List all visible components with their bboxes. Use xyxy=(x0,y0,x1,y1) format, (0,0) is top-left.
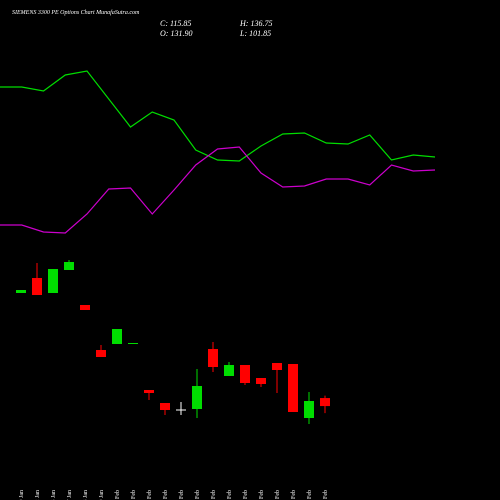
candle-body xyxy=(224,365,234,376)
candle-body xyxy=(64,262,74,270)
high-label: H: 136.75 xyxy=(239,19,272,28)
x-tick-label: 13 Feb xyxy=(275,490,281,500)
x-tick-label: 05 Feb xyxy=(179,490,185,500)
candle-body xyxy=(192,386,202,409)
open-label: O: 131.90 xyxy=(160,29,192,38)
x-tick-label: 22 Jan xyxy=(35,490,41,500)
x-tick-label: 23 Jan xyxy=(51,490,57,500)
candle-body xyxy=(240,365,250,383)
x-tick-label: 28 Jan xyxy=(83,490,89,500)
x-tick-label: 17 Feb xyxy=(307,490,313,500)
candle-body xyxy=(80,305,90,310)
close-label: C: 115.85 xyxy=(160,19,191,28)
x-tick-label: 06 Feb xyxy=(195,490,201,500)
candle-body xyxy=(304,401,314,418)
x-tick-label: 04 Feb xyxy=(163,490,169,500)
x-tick-label: 16 Feb xyxy=(291,490,297,500)
x-tick-label: 10 Feb xyxy=(227,490,233,500)
line-series xyxy=(0,146,436,234)
candle-body xyxy=(160,403,170,410)
candle-body xyxy=(320,398,330,407)
candle-body xyxy=(48,269,58,293)
x-tick-label: 19 Jan xyxy=(19,490,25,500)
candle-body xyxy=(96,350,106,357)
candle-body xyxy=(288,364,298,412)
candle-body xyxy=(32,278,42,295)
candle-body xyxy=(112,329,122,344)
x-tick-label: 12 Feb xyxy=(259,490,265,500)
candle-body xyxy=(144,390,154,393)
candle-body xyxy=(176,409,186,411)
x-tick-label: 29 Jan xyxy=(99,490,105,500)
x-tick-label: 01 Feb xyxy=(115,490,121,500)
x-tick-label: 03 Feb xyxy=(147,490,153,500)
candle-body xyxy=(256,378,266,384)
x-tick-label: 27 Jan xyxy=(67,490,73,500)
x-tick-label: 09 Feb xyxy=(211,490,217,500)
candle-body xyxy=(16,290,26,293)
candle-body xyxy=(208,349,218,367)
x-tick-label: 11 Feb xyxy=(243,490,249,500)
x-tick-label: 02 Feb xyxy=(131,490,137,500)
candle-body xyxy=(272,363,282,370)
x-tick-label: 18 Feb xyxy=(323,490,329,500)
low-label: L: 101.85 xyxy=(239,29,271,38)
candle-body xyxy=(128,343,138,344)
line-series xyxy=(0,70,436,162)
chart-title: SIEMENS 3300 PE Options Chart MunafaSutr… xyxy=(12,9,140,16)
